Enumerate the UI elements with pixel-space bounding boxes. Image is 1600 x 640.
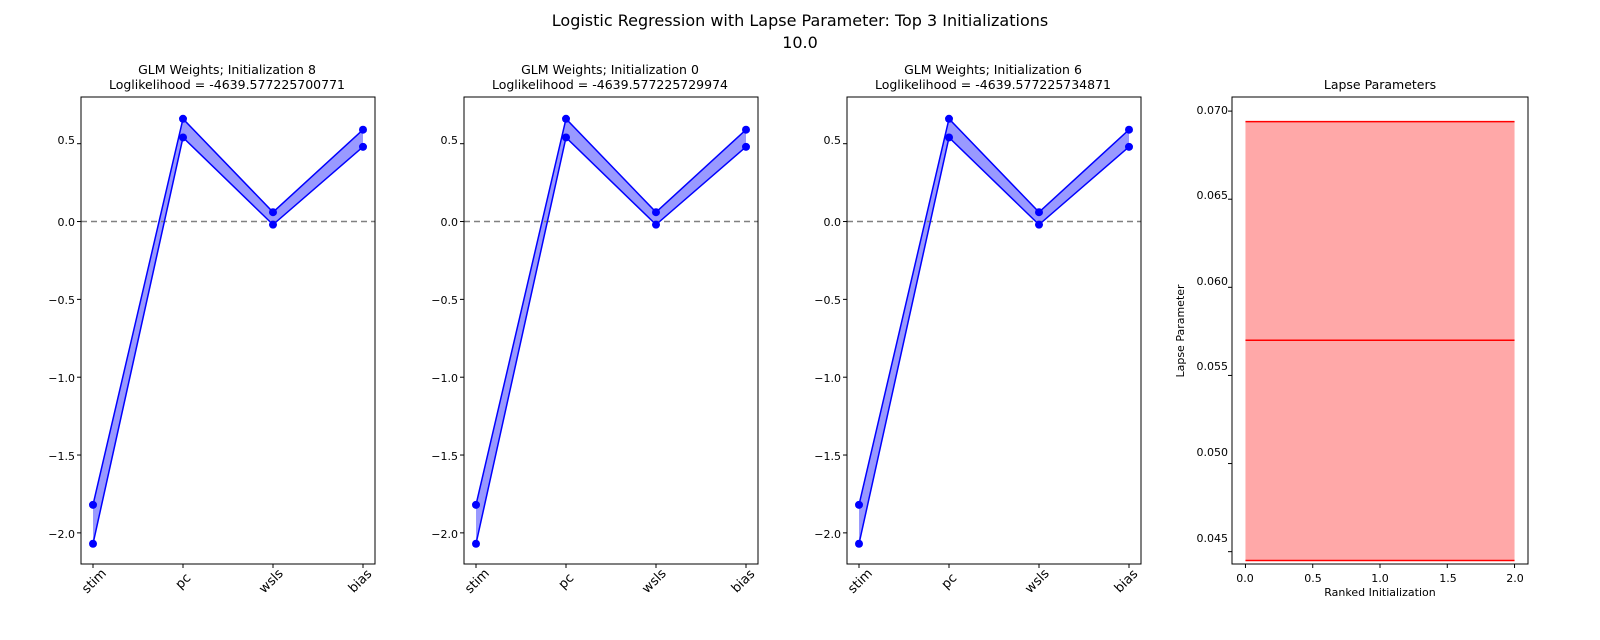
panel-3-series-1-point-bias	[1125, 125, 1133, 134]
panel-1-series-2-point-pc	[179, 133, 187, 142]
panel-2-series-2-point-bias	[742, 142, 750, 151]
panel-1-series-1-point-wsls	[269, 208, 277, 217]
panel-3-ytick-minus-0.5: −0.5	[814, 294, 841, 307]
lapse-xlabel: Ranked Initialization	[1324, 586, 1435, 599]
panel-1-xtick-bias: bias	[346, 567, 376, 597]
panel-1-series-1-line	[92, 117, 364, 506]
panel-2-ytick-minus-0.5: −0.5	[431, 294, 458, 307]
panel-3-series-1-line	[858, 117, 1130, 506]
panel-3-series-2-point-pc	[945, 133, 953, 142]
panel-3-ytick-0.5: 0.5	[824, 134, 842, 147]
panel-2-series-1-line	[475, 117, 747, 506]
panel-1-series-1-point-pc	[179, 114, 187, 123]
panel-1-ytick-minus-1.0: −1.0	[48, 372, 75, 385]
panel-3-series-2-point-stim	[855, 539, 863, 548]
panel-2-series-2-point-wsls	[652, 220, 660, 229]
panel-2-series-2-line	[475, 136, 747, 544]
panel-1-xtick-wsls: wsls	[256, 566, 286, 596]
panel-2-plot	[460, 96, 759, 568]
panel-2-frame	[463, 96, 759, 565]
panel-1-series-2-line	[92, 136, 364, 544]
panel-1-series-2-point-wsls	[269, 220, 277, 229]
lapse-ylabel: Lapse Parameter	[1174, 284, 1187, 378]
panel-3-plot	[843, 96, 1142, 568]
panel-1-title-line-2: Loglikelihood = -4639.577225700771	[109, 77, 345, 92]
panel-2-series-1-point-wsls	[652, 208, 660, 217]
panel-1-title-line-1: GLM Weights; Initialization 8	[138, 62, 316, 77]
panel-1-series-1-point-bias	[359, 125, 367, 134]
panel-3-series-2-point-bias	[1125, 142, 1133, 151]
panel-2-weight-band	[476, 118, 746, 544]
panel-2-series-2-point-pc	[562, 133, 570, 142]
panel-3-title-line-1: GLM Weights; Initialization 6	[904, 62, 1082, 77]
panel-3-frame	[846, 96, 1142, 565]
lapse-xtick-2.0: 2.0	[1506, 572, 1524, 585]
panel-1-frame	[80, 96, 376, 565]
panel-3-ytick-0.0: 0.0	[824, 216, 842, 229]
panel-3-series-2-line	[858, 136, 1130, 544]
panel-3-series-2-point-wsls	[1035, 220, 1043, 229]
panel-2-series-1-point-stim	[472, 500, 480, 509]
figure-title-line-1: Logistic Regression with Lapse Parameter…	[552, 11, 1048, 30]
panel-3-ytick-minus-2.0: −2.0	[814, 528, 841, 541]
lapse-ytick-0.060: 0.060	[1197, 275, 1229, 288]
panel-1-weight-band	[93, 118, 363, 544]
lapse-panel-plot	[1228, 96, 1529, 568]
panel-1-series-2-point-stim	[89, 539, 97, 548]
panel-3-ytick-minus-1.5: −1.5	[814, 450, 841, 463]
panel-2-xtick-wsls: wsls	[639, 566, 669, 596]
panel-2-xtick-bias: bias	[729, 567, 759, 597]
lapse-ytick-0.045: 0.045	[1197, 532, 1229, 545]
lapse-xtick-1.0: 1.0	[1371, 572, 1389, 585]
panel-3-series-1-point-wsls	[1035, 208, 1043, 217]
panel-2-ytick-minus-1.0: −1.0	[431, 372, 458, 385]
panel-3-xtick-pc: pc	[939, 571, 961, 593]
panel-3-xtick-stim: stim	[845, 566, 876, 597]
weights-panel-3: GLM Weights; Initialization 6 Loglikelih…	[814, 62, 1142, 597]
panel-1-xtick-pc: pc	[173, 571, 195, 593]
panel-2-ytick-0.5: 0.5	[441, 134, 459, 147]
panel-2-ytick-minus-2.0: −2.0	[431, 528, 458, 541]
weights-panel-2: GLM Weights; Initialization 0 Loglikelih…	[431, 62, 759, 597]
panel-2-ytick-minus-1.5: −1.5	[431, 450, 458, 463]
lapse-panel-title: Lapse Parameters	[1324, 77, 1436, 92]
panel-2-xtick-pc: pc	[556, 571, 578, 593]
lapse-panel: Lapse Parameters 0.045 0.050 0.055 0.060…	[1174, 77, 1529, 599]
panel-1-ytick-0.5: 0.5	[58, 134, 76, 147]
lapse-xtick-0.5: 0.5	[1304, 572, 1322, 585]
panel-2-series-2-point-stim	[472, 539, 480, 548]
panel-3-weight-band	[859, 118, 1129, 544]
panel-2-series-1-point-bias	[742, 125, 750, 134]
panel-1-ytick-minus-2.0: −2.0	[48, 528, 75, 541]
lapse-band	[1245, 121, 1515, 561]
lapse-ytick-0.070: 0.070	[1197, 104, 1229, 117]
weights-panel-1: GLM Weights; Initialization 8 Loglikelih…	[48, 62, 376, 597]
panel-2-title-line-1: GLM Weights; Initialization 0	[521, 62, 699, 77]
panel-3-series-1-point-pc	[945, 114, 953, 123]
panel-1-series-2-point-bias	[359, 142, 367, 151]
lapse-xtick-0.0: 0.0	[1236, 572, 1254, 585]
panel-1-ytick-minus-0.5: −0.5	[48, 294, 75, 307]
lapse-xtick-1.5: 1.5	[1439, 572, 1457, 585]
panel-1-series-1-point-stim	[89, 500, 97, 509]
panel-2-title-line-2: Loglikelihood = -4639.577225729974	[492, 77, 728, 92]
panel-3-series-1-point-stim	[855, 500, 863, 509]
panel-3-xtick-bias: bias	[1112, 567, 1142, 597]
panel-3-title-line-2: Loglikelihood = -4639.577225734871	[875, 77, 1111, 92]
lapse-ytick-0.055: 0.055	[1197, 360, 1229, 373]
panel-2-xtick-stim: stim	[462, 566, 493, 597]
panel-3-ytick-minus-1.0: −1.0	[814, 372, 841, 385]
lapse-ytick-0.050: 0.050	[1197, 446, 1229, 459]
panel-2-ytick-0.0: 0.0	[441, 216, 459, 229]
figure-title-line-2: 10.0	[782, 33, 818, 52]
lapse-ytick-0.065: 0.065	[1197, 189, 1229, 202]
panel-1-ytick-0.0: 0.0	[58, 216, 76, 229]
panel-3-xtick-wsls: wsls	[1022, 566, 1052, 596]
panel-1-ytick-minus-1.5: −1.5	[48, 450, 75, 463]
panel-1-xtick-stim: stim	[79, 566, 110, 597]
panel-1-plot	[77, 96, 376, 568]
panel-2-series-1-point-pc	[562, 114, 570, 123]
